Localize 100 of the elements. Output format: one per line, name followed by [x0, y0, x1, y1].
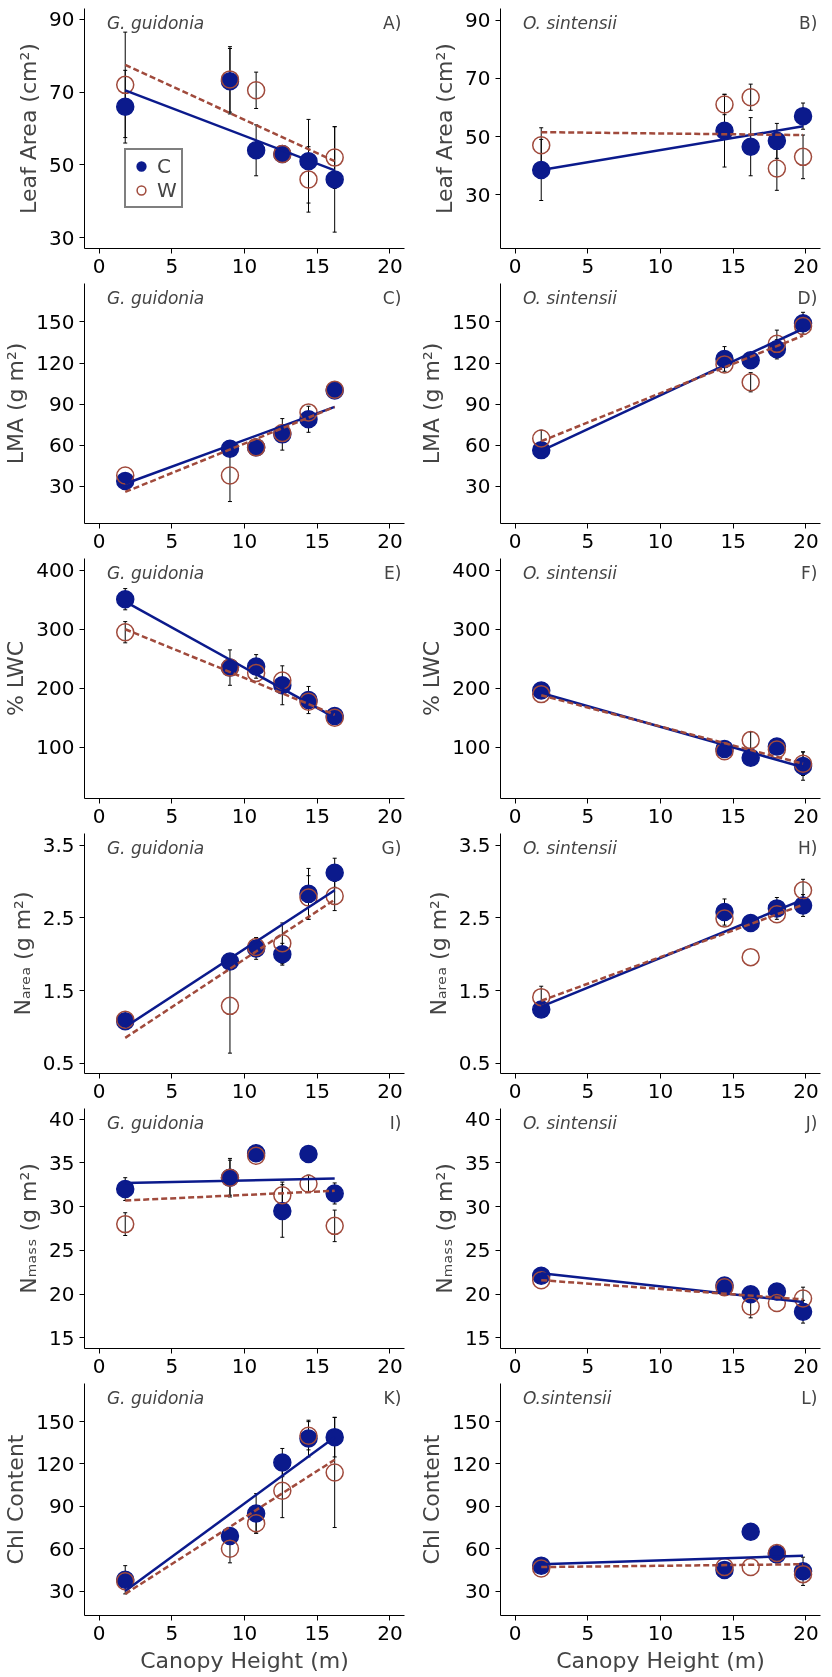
annotation: I)	[389, 1113, 402, 1134]
x-tick-label: 15	[304, 803, 330, 828]
y-tick-label: 50	[49, 152, 75, 177]
x-tick-label: 15	[720, 1078, 746, 1103]
y-tick-label: 90	[49, 392, 75, 417]
y-tick-label: 90	[465, 392, 491, 417]
x-tick-label: 20	[793, 1353, 819, 1378]
annotation: E)	[383, 563, 402, 584]
legend-label: W	[157, 178, 177, 202]
x-tick-label: 5	[165, 1620, 179, 1645]
y-tick-label: 90	[49, 7, 75, 32]
annotation: G)	[381, 838, 402, 859]
y-tick-label: 60	[49, 433, 75, 458]
x-tick-label: 5	[581, 803, 595, 828]
y-tick-label: 120	[452, 1451, 491, 1476]
y-tick-label: 30	[465, 1194, 491, 1219]
y-axis-title: % LWC	[3, 640, 29, 717]
y-tick-label: 150	[452, 1409, 491, 1434]
x-tick-label: 0	[508, 528, 522, 553]
y-tick-label: 300	[452, 617, 491, 642]
legend-label: C	[157, 154, 172, 178]
y-axis-title: Leaf Area (cm²)	[16, 43, 42, 214]
annotation: L)	[801, 1388, 818, 1409]
y-tick-label: 1.5	[42, 978, 75, 1003]
x-tick-label: 20	[377, 528, 403, 553]
annotation: G. guidonia	[106, 838, 205, 859]
y-tick-label: 30	[49, 1194, 75, 1219]
y-tick-label: 150	[452, 309, 491, 334]
x-tick-label: 15	[720, 253, 746, 278]
x-tick-label: 15	[720, 1353, 746, 1378]
y-tick-label: 20	[465, 1282, 491, 1307]
annotation: O. sintensii	[522, 1113, 618, 1134]
x-tick-label: 0	[92, 253, 106, 278]
x-tick-label: 10	[231, 253, 258, 278]
y-axis-title: Leaf Area (cm²)	[432, 43, 458, 214]
x-tick-label: 10	[647, 528, 674, 553]
y-tick-label: 3.5	[458, 833, 491, 858]
x-tick-label: 15	[304, 1353, 330, 1378]
x-tick-label: 0	[92, 803, 106, 828]
x-tick-label: 10	[231, 1353, 258, 1378]
y-tick-label: 40	[49, 1107, 75, 1132]
x-tick-label: 5	[581, 253, 595, 278]
x-tick-label: 10	[231, 528, 258, 553]
y-tick-label: 30	[49, 474, 75, 499]
annotation: G. guidonia	[106, 13, 205, 34]
x-axis-title: Canopy Height (m)	[140, 1647, 349, 1673]
y-tick-label: 100	[452, 735, 491, 760]
y-axis-title: Chl Content	[3, 1434, 29, 1565]
annotation: O. sintensii	[522, 288, 618, 309]
x-tick-label: 20	[793, 803, 819, 828]
y-tick-label: 200	[452, 676, 491, 701]
x-tick-label: 5	[165, 253, 179, 278]
x-tick-label: 20	[793, 1620, 819, 1645]
x-tick-label: 0	[508, 1620, 522, 1645]
annotation: K)	[383, 1388, 402, 1409]
y-tick-label: 20	[49, 1282, 75, 1307]
annotation: C)	[382, 288, 402, 309]
y-tick-label: 90	[49, 1494, 75, 1519]
y-tick-label: 300	[36, 617, 75, 642]
annotation: G. guidonia	[106, 563, 205, 584]
x-tick-label: 15	[720, 1620, 746, 1645]
x-tick-label: 0	[508, 803, 522, 828]
x-tick-label: 10	[231, 803, 258, 828]
annotation: O. sintensii	[522, 563, 618, 584]
y-tick-label: 100	[36, 735, 75, 760]
y-tick-label: 60	[465, 433, 491, 458]
x-tick-label: 10	[647, 1078, 674, 1103]
y-tick-label: 150	[36, 1409, 75, 1434]
y-tick-label: 30	[49, 1579, 75, 1604]
y-axis-title: Nₘₐₛₛ (g m²)	[432, 1163, 458, 1294]
y-tick-label: 30	[49, 225, 75, 250]
annotation: H)	[797, 838, 818, 859]
y-tick-label: 1.5	[458, 978, 491, 1003]
x-tick-label: 10	[647, 1353, 674, 1378]
y-tick-label: 120	[36, 351, 75, 376]
y-tick-label: 35	[465, 1150, 491, 1175]
y-tick-label: 50	[465, 124, 491, 149]
y-tick-label: 15	[49, 1325, 75, 1350]
x-tick-label: 0	[92, 1353, 106, 1378]
y-tick-label: 0.5	[458, 1051, 491, 1076]
x-tick-label: 0	[508, 1078, 522, 1103]
y-tick-label: 400	[36, 558, 75, 583]
x-tick-label: 0	[92, 528, 106, 553]
y-tick-label: 400	[452, 558, 491, 583]
y-axis-title: LMA (g m²)	[419, 342, 445, 465]
x-tick-label: 15	[304, 528, 330, 553]
y-tick-label: 25	[49, 1238, 75, 1263]
annotation: G. guidonia	[106, 288, 205, 309]
x-tick-label: 10	[647, 1620, 674, 1645]
y-tick-label: 70	[465, 66, 491, 91]
y-tick-label: 120	[452, 351, 491, 376]
x-tick-label: 0	[92, 1620, 106, 1645]
x-tick-label: 0	[92, 1078, 106, 1103]
x-tick-label: 10	[231, 1620, 258, 1645]
y-tick-label: 90	[465, 8, 491, 33]
y-tick-label: 30	[465, 474, 491, 499]
y-tick-label: 30	[465, 1579, 491, 1604]
x-tick-label: 20	[377, 253, 403, 278]
x-tick-label: 20	[793, 528, 819, 553]
x-tick-label: 5	[581, 1620, 595, 1645]
